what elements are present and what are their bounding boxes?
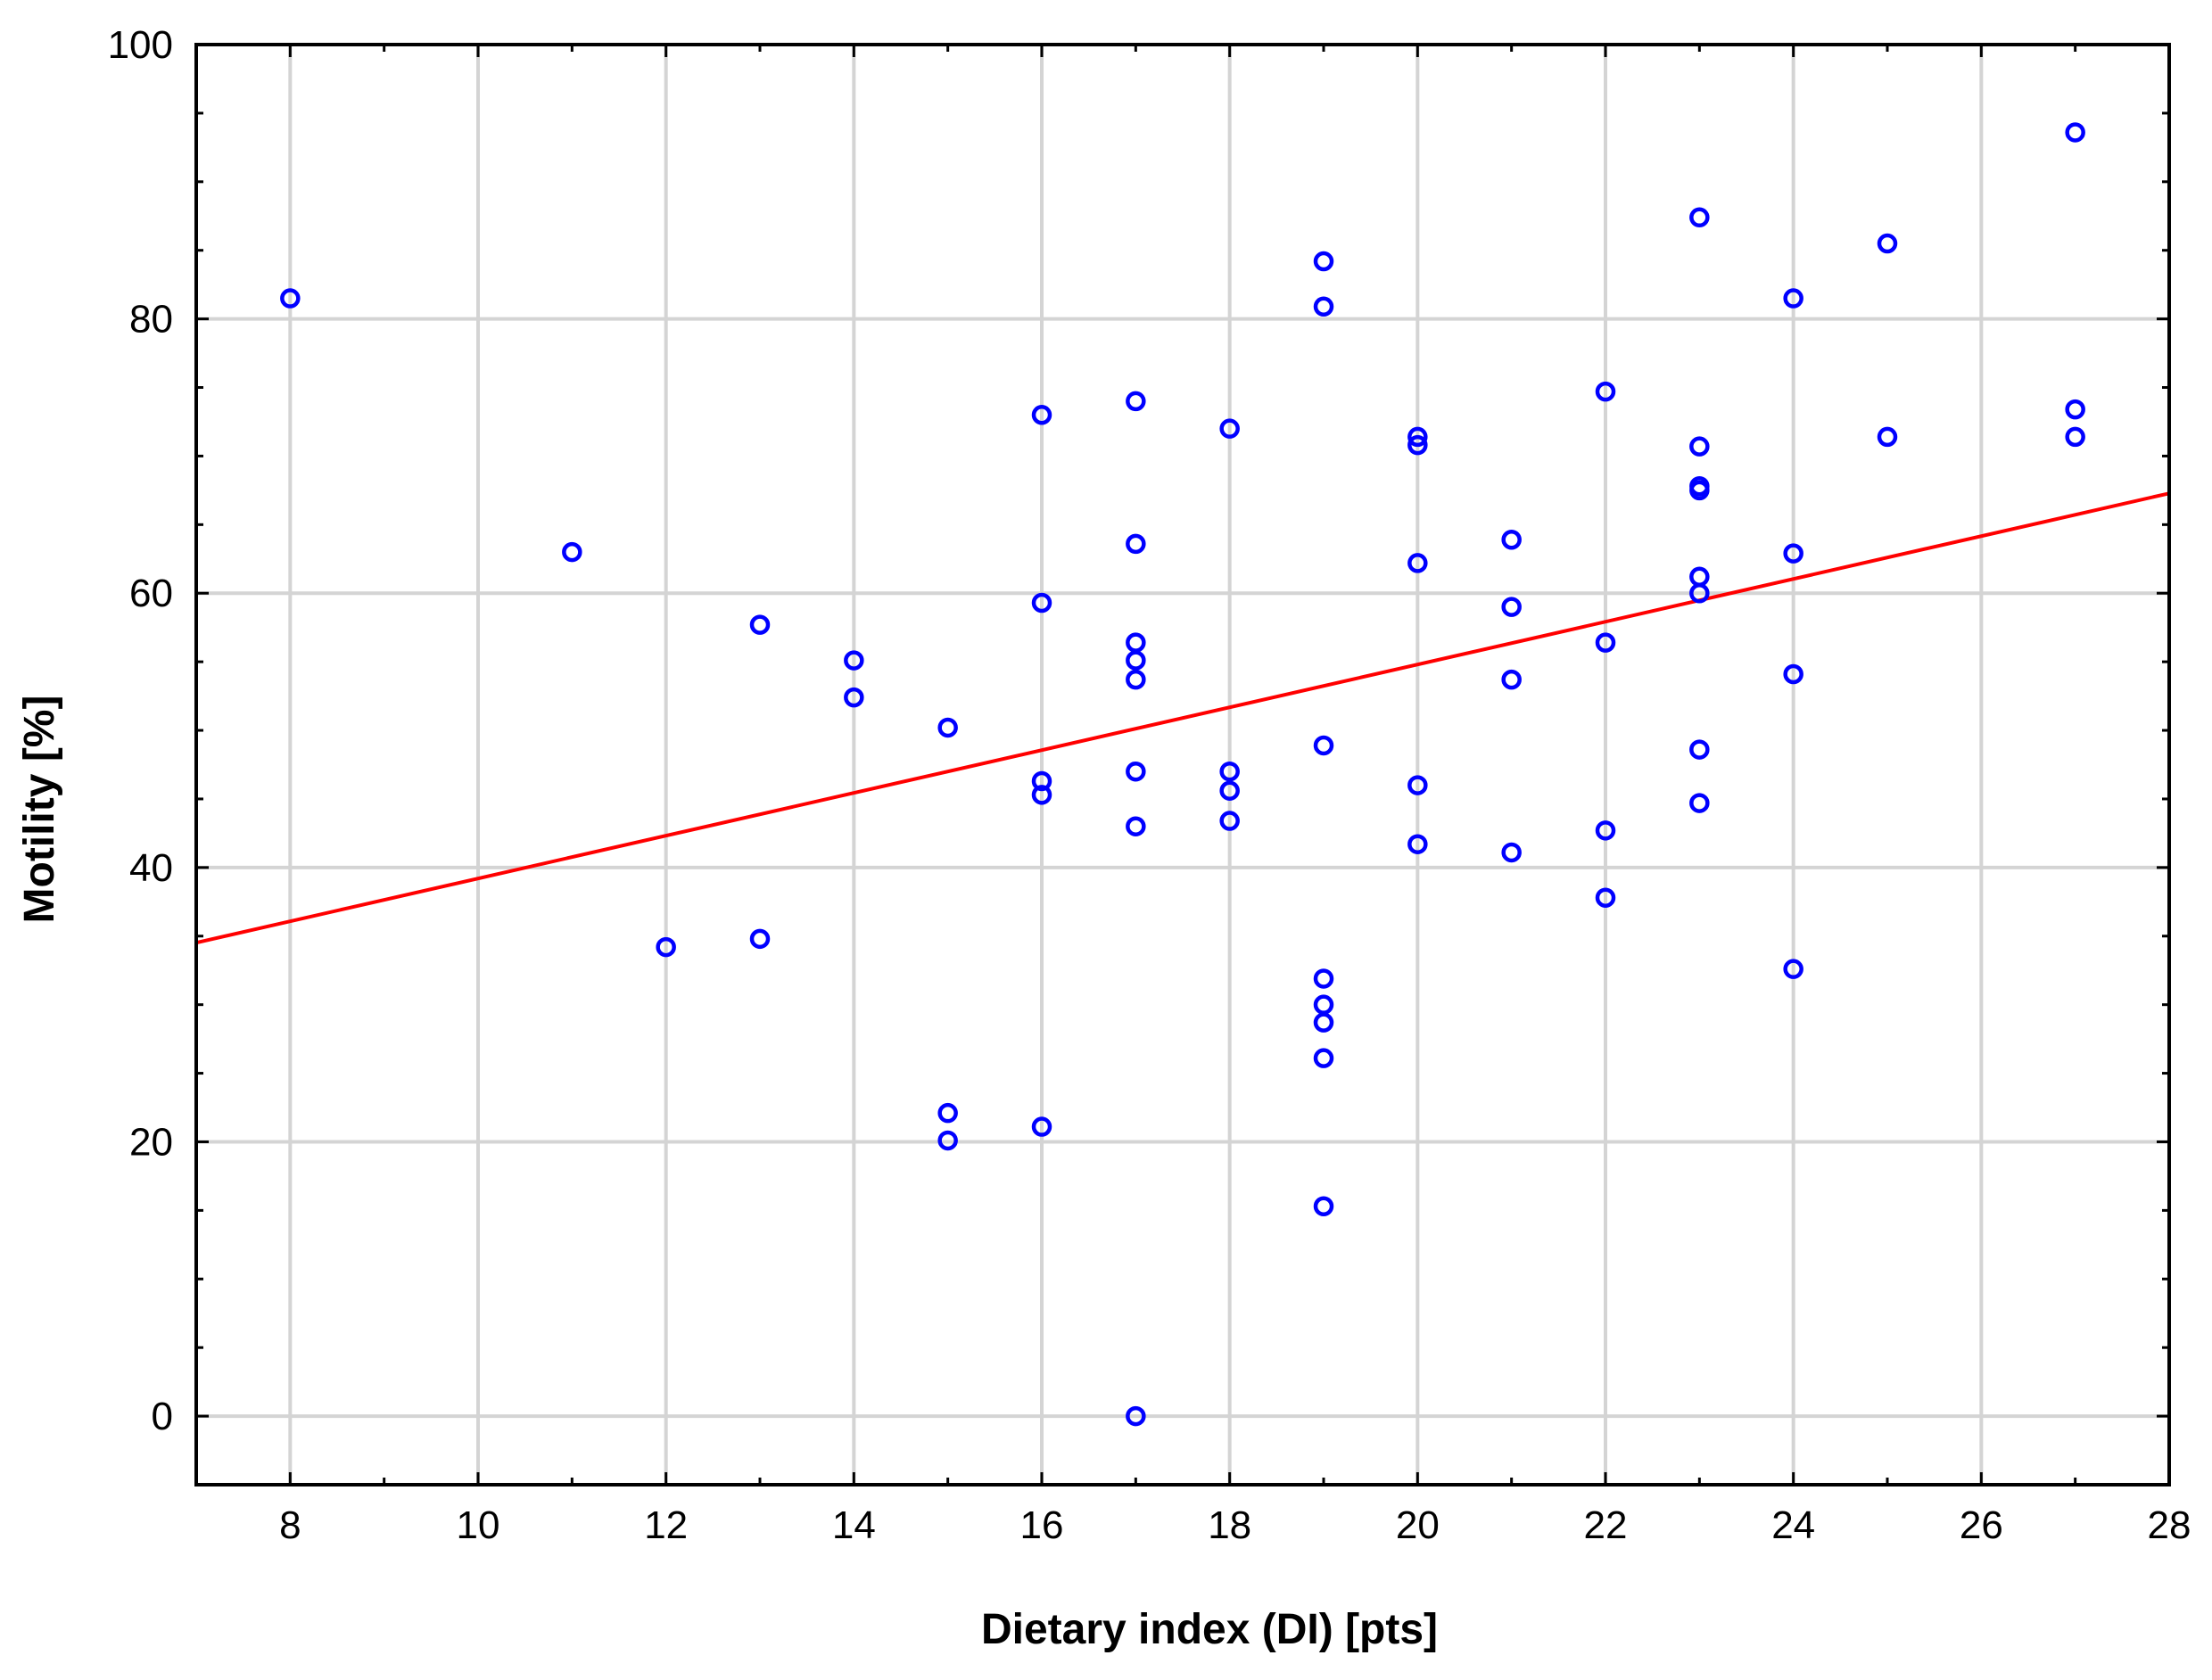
data-point: [1219, 780, 1240, 801]
data-point: [1126, 650, 1146, 671]
x-tick-label: 10: [457, 1503, 500, 1547]
data-point: [1407, 426, 1428, 448]
data-point: [1783, 663, 1803, 685]
data-point: [1877, 233, 1898, 254]
data-point: [749, 928, 771, 950]
data-point: [1689, 480, 1710, 501]
data-point: [562, 541, 582, 563]
data-point: [656, 936, 676, 958]
data-point: [1313, 1012, 1334, 1033]
data-point: [1783, 959, 1803, 979]
data-point: [1031, 770, 1052, 792]
data-point: [1313, 968, 1334, 989]
trend-line-group: [195, 491, 2170, 945]
y-axis-title: Motility [%]: [16, 696, 63, 924]
plot-frame: [194, 43, 2171, 1486]
data-point: [1501, 669, 1522, 690]
data-point: [1689, 793, 1710, 813]
data-point: [1877, 426, 1898, 448]
data-point: [1407, 434, 1428, 456]
x-tick-label: 22: [1584, 1503, 1628, 1547]
trend-line: [195, 491, 2170, 945]
y-tick-label: 60: [129, 572, 173, 615]
y-tick-label: 80: [129, 298, 173, 342]
data-point: [1595, 632, 1616, 653]
x-tick-label: 8: [279, 1503, 301, 1547]
data-point: [1501, 597, 1522, 617]
data-point: [937, 717, 958, 738]
data-point: [1126, 669, 1146, 690]
data-point: [1313, 1048, 1334, 1068]
x-tick-label: 16: [1020, 1503, 1064, 1547]
data-point: [1689, 739, 1710, 760]
x-tick-label: 18: [1208, 1503, 1251, 1547]
data-point: [1031, 1116, 1052, 1137]
data-point: [1219, 418, 1240, 439]
y-tick-labels: 0 20 40 60 80 100: [108, 23, 173, 1438]
data-point: [1031, 785, 1052, 805]
data-point: [1219, 811, 1240, 831]
data-point: [1689, 582, 1710, 604]
x-axis-title: Dietary index (DI) [pts]: [981, 1606, 1438, 1653]
data-point: [937, 1130, 958, 1151]
y-tick-label: 40: [129, 846, 173, 890]
data-point: [1501, 530, 1522, 550]
data-point: [1126, 533, 1146, 555]
data-point: [1595, 381, 1616, 402]
x-tick-label: 24: [1771, 1503, 1815, 1547]
data-point: [1313, 251, 1334, 272]
data-point: [1219, 761, 1240, 782]
data-point: [2065, 122, 2085, 143]
data-point: [1783, 543, 1803, 564]
x-tick-label: 28: [2148, 1503, 2191, 1547]
data-point: [937, 1102, 958, 1124]
data-point: [1126, 816, 1146, 836]
data-point: [844, 687, 864, 708]
y-tick-label: 0: [152, 1395, 173, 1438]
x-tick-label: 26: [1960, 1503, 2003, 1547]
data-point: [1689, 436, 1710, 457]
data-point: [1407, 553, 1428, 573]
x-tick-label: 12: [644, 1503, 688, 1547]
data-points: [280, 122, 2085, 1427]
data-point: [1595, 820, 1616, 841]
data-point: [1407, 834, 1428, 854]
x-tick-label: 14: [832, 1503, 876, 1547]
data-point: [1313, 1196, 1334, 1217]
data-point: [1501, 842, 1522, 863]
x-tick-label: 20: [1396, 1503, 1440, 1547]
data-point: [844, 650, 864, 671]
data-point: [1126, 761, 1146, 782]
data-point: [1126, 391, 1146, 412]
data-point: [1595, 887, 1616, 908]
data-point: [1126, 1405, 1146, 1427]
data-point: [1313, 735, 1334, 756]
data-point: [1031, 592, 1052, 614]
data-point: [1689, 207, 1710, 228]
data-point: [749, 614, 771, 635]
x-tick-labels: 8 10 12 14 16 18 20 22 24 26 28: [279, 1503, 2191, 1547]
data-point: [1407, 775, 1428, 795]
data-point: [1313, 296, 1334, 317]
data-point: [1783, 288, 1803, 309]
data-point: [280, 288, 301, 309]
data-point: [1031, 405, 1052, 425]
data-point: [2065, 426, 2085, 448]
data-point: [2065, 399, 2085, 420]
y-tick-label: 100: [108, 23, 173, 67]
y-tick-label: 20: [129, 1120, 173, 1164]
